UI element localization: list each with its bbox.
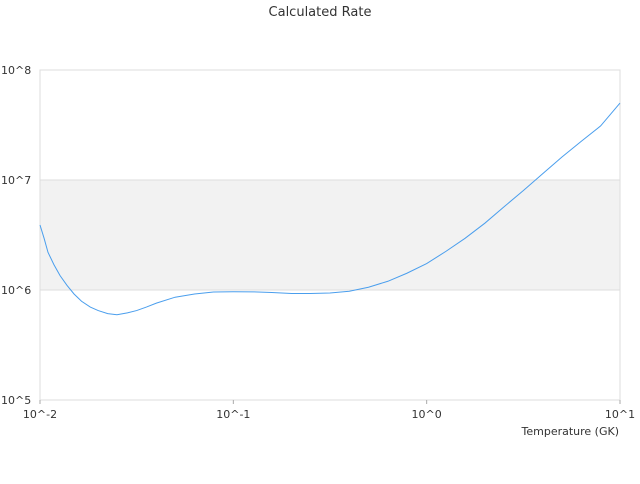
y-tick-label: 10^5 xyxy=(1,394,31,407)
series-layer xyxy=(39,102,621,316)
x-axis-label: Temperature (GK) xyxy=(521,425,620,438)
plot-background xyxy=(40,180,620,290)
grid-lines xyxy=(39,69,621,401)
y-tick-label: 10^6 xyxy=(1,284,31,297)
x-tick-label: 10^-1 xyxy=(216,408,250,421)
y-tick-label: 10^7 xyxy=(1,174,31,187)
series-line xyxy=(39,102,621,316)
x-tick-label: 10^-2 xyxy=(23,408,57,421)
y-tick-label: 10^8 xyxy=(1,64,31,77)
chart-title: Calculated Rate xyxy=(269,5,372,20)
x-tick-label: 10^1 xyxy=(605,408,635,421)
x-tick-label: 10^0 xyxy=(412,408,442,421)
shaded-band xyxy=(40,180,620,290)
x-axis-ticks: 10^-2 10^-1 10^0 10^1 xyxy=(23,400,635,421)
y-axis-ticks: 10^5 10^6 10^7 10^8 xyxy=(1,64,31,407)
